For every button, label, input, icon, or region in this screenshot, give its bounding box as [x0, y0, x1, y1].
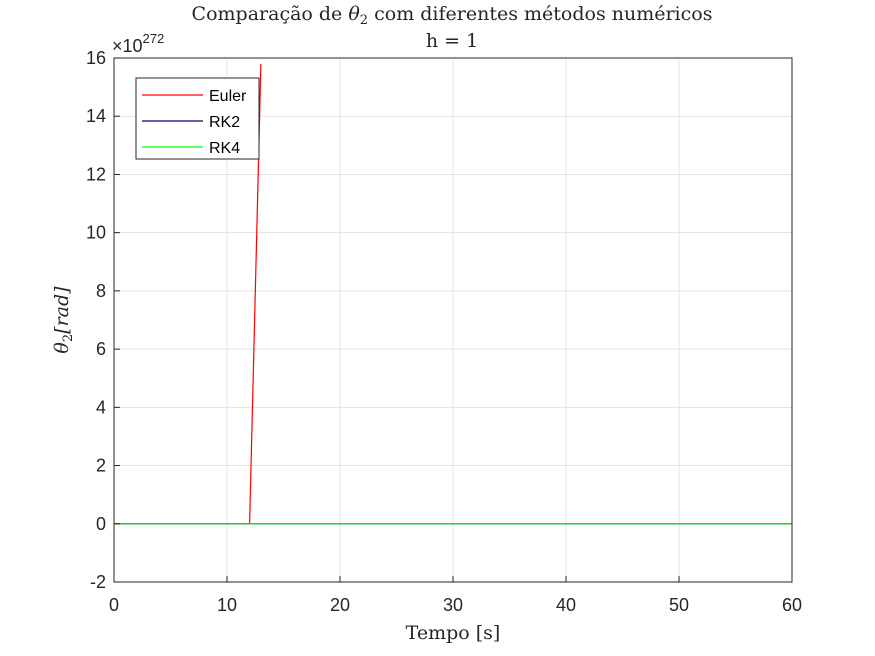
y-multiplier: ×10272	[112, 31, 164, 56]
x-axis: 0 10 20 30 40 50 60	[109, 576, 802, 615]
y-tick-label: 16	[86, 48, 106, 68]
x-tick-label: 30	[443, 595, 463, 615]
x-tick-label: 10	[217, 595, 237, 615]
series-lines	[114, 63, 792, 525]
y-axis-label: θ2[rad]	[51, 286, 76, 354]
y-tick-label: 10	[86, 223, 106, 243]
x-tick-label: 0	[109, 595, 119, 615]
x-tick-label: 20	[330, 595, 350, 615]
y-tick-label: 8	[96, 281, 106, 301]
legend: Euler RK2 RK4	[135, 77, 260, 160]
x-tick-label: 40	[556, 595, 576, 615]
y-tick-label: 12	[86, 164, 106, 184]
y-tick-label: 2	[96, 456, 106, 476]
x-axis-label: Tempo [s]	[406, 622, 501, 644]
y-tick-label: 6	[96, 339, 106, 359]
chart-title: Comparação de θ2 com diferentes métodos …	[192, 3, 713, 28]
y-tick-label: 0	[96, 514, 106, 534]
legend-box	[135, 77, 260, 160]
x-tick-label: 60	[782, 595, 802, 615]
legend-label-rk2: RK2	[209, 114, 240, 131]
x-tick-label: 50	[669, 595, 689, 615]
legend-label-euler: Euler	[209, 88, 247, 105]
y-axis: -2 0 2 4 6 8 10 12 14 16	[86, 48, 120, 592]
y-tick-label: 14	[86, 106, 106, 126]
y-tick-label: 4	[96, 397, 106, 417]
chart-subtitle: h = 1	[426, 30, 478, 52]
legend-label-rk4: RK4	[209, 140, 240, 157]
y-tick-label: -2	[90, 572, 106, 592]
